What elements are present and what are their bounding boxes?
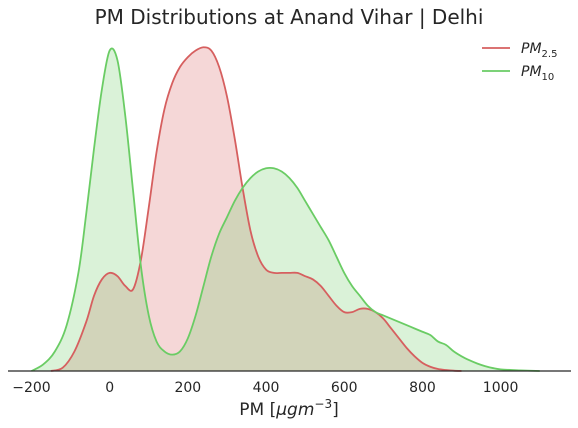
legend: PM2.5 PM10 <box>482 41 557 83</box>
x-axis-label-unit: μgm <box>275 400 314 420</box>
x-axis-label-exp: −3 <box>314 397 332 411</box>
series-line-pm25 <box>50 46 462 372</box>
x-tick-label: 200 <box>174 380 201 396</box>
area-pm25 <box>51 47 462 372</box>
chart-title: PM Distributions at Anand Vihar | Delhi <box>95 5 484 29</box>
x-tick-label: 800 <box>409 380 436 396</box>
x-axis-label-main: PM [ <box>239 400 276 420</box>
x-axis-ticks: −200 0 200 400 600 800 1000 <box>12 380 518 396</box>
x-axis-label-end: ] <box>332 400 339 420</box>
area-pm10 <box>31 48 540 372</box>
plot-area <box>31 46 540 372</box>
series-line-pm10 <box>31 47 540 372</box>
legend-label: PM10 <box>521 64 554 83</box>
x-tick-label: 400 <box>253 380 280 396</box>
legend-label: PM2.5 <box>521 41 557 60</box>
x-tick-label: 600 <box>331 380 358 396</box>
x-tick-label: 0 <box>105 380 114 396</box>
x-axis-label: PM [μgm−3] <box>239 397 338 420</box>
x-tick-label: −200 <box>12 380 50 396</box>
x-tick-label: 1000 <box>483 380 519 396</box>
